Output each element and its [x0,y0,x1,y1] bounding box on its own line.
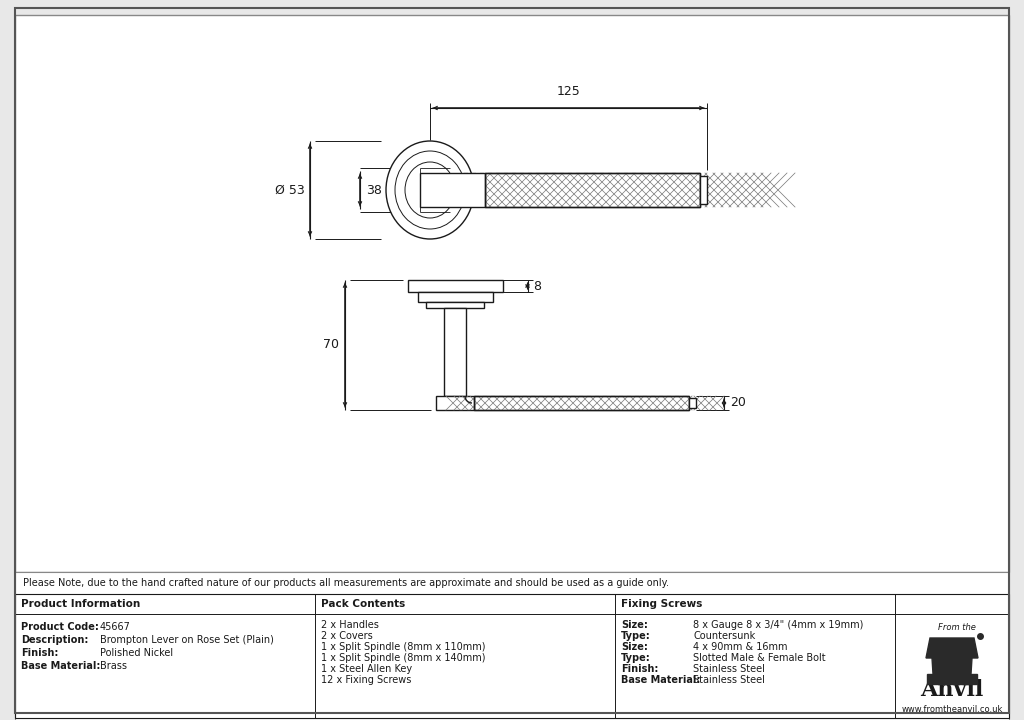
Text: Slotted Male & Female Bolt: Slotted Male & Female Bolt [693,653,825,663]
Text: 1 x Split Spindle (8mm x 140mm): 1 x Split Spindle (8mm x 140mm) [321,653,485,663]
Bar [408,280,503,292]
Text: 1 x Steel Allen Key: 1 x Steel Allen Key [321,664,412,674]
Text: 70: 70 [323,338,339,351]
Text: 12 x Fixing Screws: 12 x Fixing Screws [321,675,412,685]
Text: Product Code:: Product Code: [22,622,99,632]
Text: Base Material:: Base Material: [621,675,700,685]
Bar [444,308,466,396]
Text: 8 x Gauge 8 x 3/4" (4mm x 19mm): 8 x Gauge 8 x 3/4" (4mm x 19mm) [693,620,863,630]
Text: 2 x Handles: 2 x Handles [321,620,379,630]
Text: Please Note, due to the hand crafted nature of our products all measurements are: Please Note, due to the hand crafted nat… [23,578,669,588]
Text: From the: From the [938,624,976,632]
Text: Description:: Description: [22,635,88,645]
Bar [418,292,493,302]
Text: Finish:: Finish: [22,648,58,658]
Polygon shape [927,674,977,684]
Bar [485,173,700,207]
Ellipse shape [386,141,474,239]
Text: 4 x 90mm & 16mm: 4 x 90mm & 16mm [693,642,787,652]
Text: 1 x Split Spindle (8mm x 110mm): 1 x Split Spindle (8mm x 110mm) [321,642,485,652]
Text: Finish:: Finish: [621,664,658,674]
Text: Base Material:: Base Material: [22,661,100,671]
Text: Brass: Brass [100,661,127,671]
Polygon shape [926,638,978,658]
Text: 45667: 45667 [100,622,131,632]
Text: 8: 8 [534,279,542,292]
Text: 38: 38 [366,184,382,197]
Text: Anvil: Anvil [921,679,984,701]
Text: Ø 53: Ø 53 [275,184,305,197]
Text: Stainless Steel: Stainless Steel [693,675,765,685]
Bar [485,173,700,207]
Text: Countersunk: Countersunk [693,631,756,641]
Bar [15,15,1009,572]
Text: Type:: Type: [621,631,650,641]
Ellipse shape [406,162,455,218]
Bar [689,398,696,408]
Polygon shape [932,658,972,674]
Text: www.fromtheanvil.co.uk: www.fromtheanvil.co.uk [901,706,1002,714]
Text: Type:: Type: [621,653,650,663]
Bar [15,572,1009,720]
Bar [15,594,1009,718]
Text: 2 x Covers: 2 x Covers [321,631,373,641]
Bar [426,302,484,308]
Bar [474,396,689,410]
Text: Brompton Lever on Rose Set (Plain): Brompton Lever on Rose Set (Plain) [100,635,273,645]
Text: Stainless Steel: Stainless Steel [693,664,765,674]
Bar [700,176,707,204]
Bar [436,396,474,410]
Text: Fixing Screws: Fixing Screws [621,599,702,609]
Ellipse shape [395,151,465,229]
Text: Pack Contents: Pack Contents [321,599,406,609]
Text: Polished Nickel: Polished Nickel [100,648,173,658]
Text: Size:: Size: [621,620,648,630]
Bar [474,396,689,410]
Text: Size:: Size: [621,642,648,652]
Bar [420,173,485,207]
Text: 20: 20 [730,397,745,410]
Bar [485,173,700,207]
Text: 125: 125 [557,85,581,98]
Text: Product Information: Product Information [22,599,140,609]
